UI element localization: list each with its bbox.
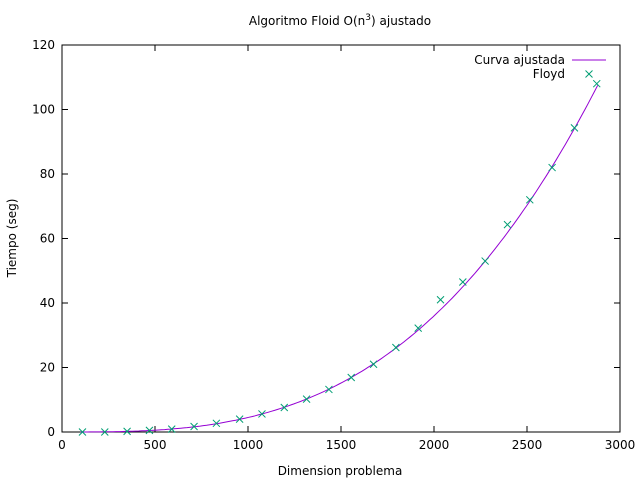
floyd-point: [592, 79, 601, 88]
y-tick-label: 100: [32, 103, 55, 117]
plot-frame: [61, 44, 621, 433]
floyd-point: [458, 278, 467, 286]
y-tick-label: 20: [40, 361, 55, 375]
x-axis-label: Dimension problema: [278, 464, 403, 478]
chart-title-tail: ) ajustado: [371, 14, 431, 28]
floyd-point: [280, 403, 289, 412]
floyd-point: [525, 195, 534, 204]
floyd-point: [414, 324, 423, 333]
chart-title-superscript: 3: [365, 13, 371, 23]
y-tick-label: 0: [47, 425, 55, 439]
floyd-point: [145, 426, 154, 435]
floyd-point: [258, 410, 266, 418]
floyd-point: [392, 343, 400, 352]
floyd-point: [302, 395, 311, 403]
series-layer: [78, 79, 601, 436]
legend-label-floyd: Floyd: [533, 67, 565, 81]
floyd-point: [369, 360, 378, 369]
x-tick-label: 1000: [233, 438, 264, 452]
x-axis: 0 500 1000 1500 2000 2500 3000: [58, 45, 635, 452]
y-tick-label: 80: [40, 167, 55, 181]
floyd-point: [570, 124, 579, 132]
x-tick-label: 1500: [326, 438, 357, 452]
x-tick-label: 3000: [605, 438, 636, 452]
floyd-point: [481, 257, 490, 265]
fitted-curve-line: [80, 85, 599, 433]
floyd-point: [167, 425, 176, 433]
floyd-point: [123, 427, 131, 436]
y-axis: 0 20 40 60 80 100 120: [32, 38, 620, 439]
x-tick-label: 0: [58, 438, 66, 452]
floyd-point: [190, 422, 198, 431]
floyd-point: [436, 295, 445, 304]
floyd-point: [548, 163, 556, 172]
y-tick-label: 40: [40, 296, 55, 310]
chart-title-main: Algoritmo Floid O(n: [249, 14, 365, 28]
floyd-point: [347, 373, 356, 382]
chart-title: Algoritmo Floid O(n3) ajustado: [249, 13, 431, 28]
legend-swatch-floyd: [585, 70, 593, 78]
y-tick-label: 120: [32, 38, 55, 52]
legend-label-curva: Curva ajustada: [474, 53, 565, 67]
y-axis-label: Tiempo (seg): [5, 199, 19, 279]
x-tick-label: 2000: [419, 438, 450, 452]
floyd-point: [100, 428, 109, 436]
y-tick-label: 60: [40, 232, 55, 246]
floyd-point: [78, 428, 87, 436]
legend: Curva ajustada Floyd: [474, 53, 606, 81]
floyd-point: [212, 419, 221, 428]
floyd-point: [503, 220, 512, 229]
x-tick-label: 500: [144, 438, 167, 452]
x-tick-label: 2500: [512, 438, 543, 452]
floyd-point: [325, 385, 333, 394]
floyd-point: [235, 415, 244, 423]
